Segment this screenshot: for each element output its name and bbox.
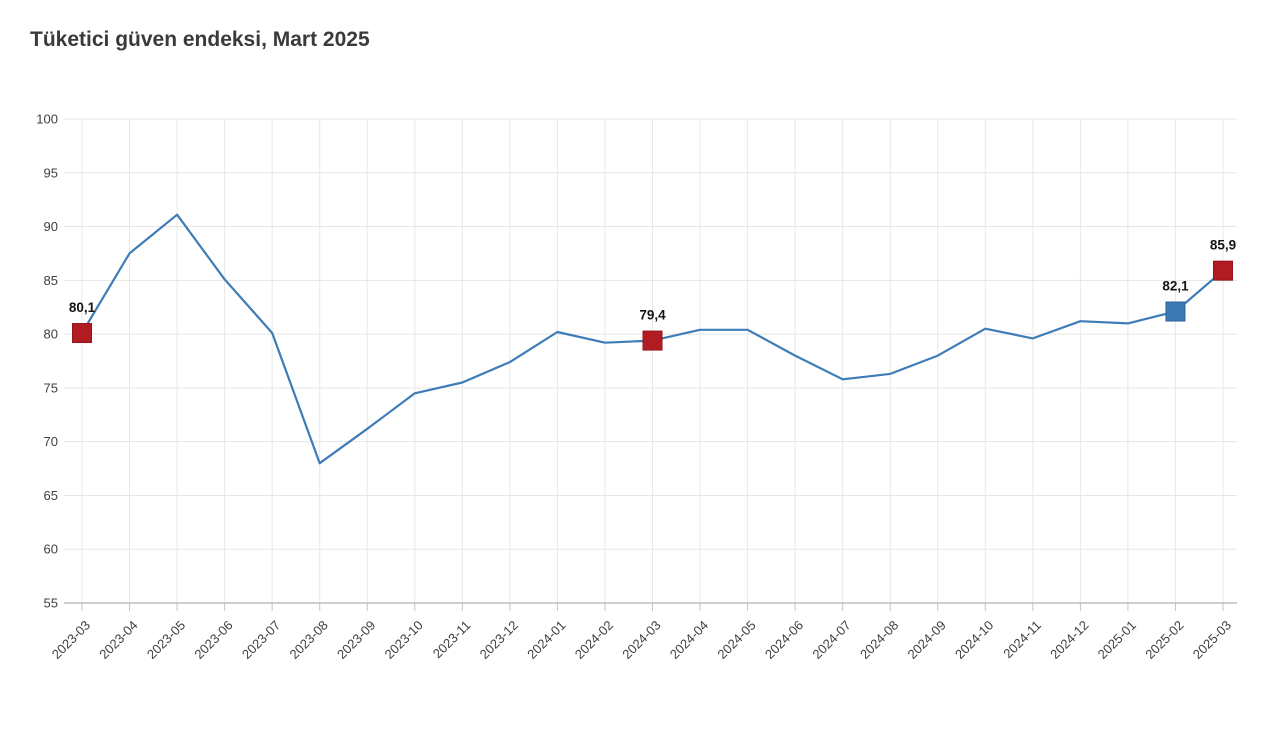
x-tick-label-2023-04: 2023-04: [96, 618, 140, 662]
x-tick-label-2024-10: 2024-10: [952, 618, 996, 662]
x-tick-label-2023-11: 2023-11: [430, 618, 474, 662]
data-point-marker-2025-02[interactable]: [1165, 301, 1186, 322]
x-tick-label-2023-06: 2023-06: [191, 618, 235, 662]
x-tick-label-2024-12: 2024-12: [1047, 618, 1091, 662]
data-point-labels: 80,1 79,4 82,1 85,9: [69, 238, 1236, 323]
x-tick-label-2023-03: 2023-03: [49, 618, 93, 662]
x-tick-label-2023-05: 2023-05: [144, 618, 188, 662]
x-tick-label-2024-04: 2024-04: [667, 618, 711, 662]
y-tick-label-95: 95: [44, 165, 58, 180]
y-axis-tick-labels: 55 60 65 70 75 80 85 90 95 100: [36, 112, 58, 611]
x-tick-label-2024-02: 2024-02: [572, 618, 616, 662]
data-point-marker-2023-03[interactable]: [72, 323, 92, 344]
data-point-label-2025-02: 82,1: [1162, 279, 1189, 294]
chart-title: Tüketici güven endeksi, Mart 2025: [30, 28, 370, 51]
x-tick-label-2024-07: 2024-07: [809, 618, 853, 662]
data-point-marker-2025-03[interactable]: [1213, 260, 1233, 281]
data-point-markers: [72, 260, 1233, 351]
x-tick-label-2025-03: 2025-03: [1190, 618, 1234, 662]
x-axis-ticks: [81, 603, 1224, 611]
grid-horizontal-lines: [64, 118, 1237, 604]
x-tick-label-2023-09: 2023-09: [334, 618, 378, 662]
x-tick-label-2025-01: 2025-01: [1095, 618, 1139, 662]
x-tick-label-2024-05: 2024-05: [714, 618, 758, 662]
x-tick-label-2024-03: 2024-03: [619, 618, 663, 662]
y-tick-label-70: 70: [44, 434, 58, 449]
x-tick-label-2025-02: 2025-02: [1142, 618, 1186, 662]
grid-vertical-lines: [81, 119, 1224, 603]
y-tick-label-80: 80: [44, 327, 58, 342]
x-tick-label-2023-10: 2023-10: [382, 618, 426, 662]
x-tick-label-2023-08: 2023-08: [286, 618, 330, 662]
x-tick-label-2024-08: 2024-08: [857, 618, 901, 662]
y-tick-label-75: 75: [44, 380, 58, 395]
x-axis-tick-labels: 2023-03 2023-04 2023-05 2023-06 2023-07 2023-…: [49, 618, 1234, 662]
x-tick-label-2024-01: 2024-01: [524, 618, 568, 662]
data-point-label-2024-03: 79,4: [639, 308, 666, 323]
x-tick-label-2024-09: 2024-09: [905, 618, 949, 662]
x-tick-label-2024-11: 2024-11: [1000, 618, 1044, 662]
y-tick-label-60: 60: [44, 542, 58, 557]
y-tick-label-90: 90: [44, 219, 58, 234]
x-tick-label-2023-07: 2023-07: [239, 618, 283, 662]
x-tick-label-2023-12: 2023-12: [477, 618, 521, 662]
x-tick-label-2024-06: 2024-06: [762, 618, 806, 662]
y-tick-label-100: 100: [36, 112, 58, 127]
data-point-label-2025-03: 85,9: [1210, 238, 1236, 253]
y-tick-label-65: 65: [44, 488, 58, 503]
data-point-marker-2024-03[interactable]: [642, 330, 663, 351]
y-tick-label-55: 55: [44, 596, 58, 611]
data-point-label-2023-03: 80,1: [69, 300, 96, 315]
y-tick-label-85: 85: [44, 273, 58, 288]
